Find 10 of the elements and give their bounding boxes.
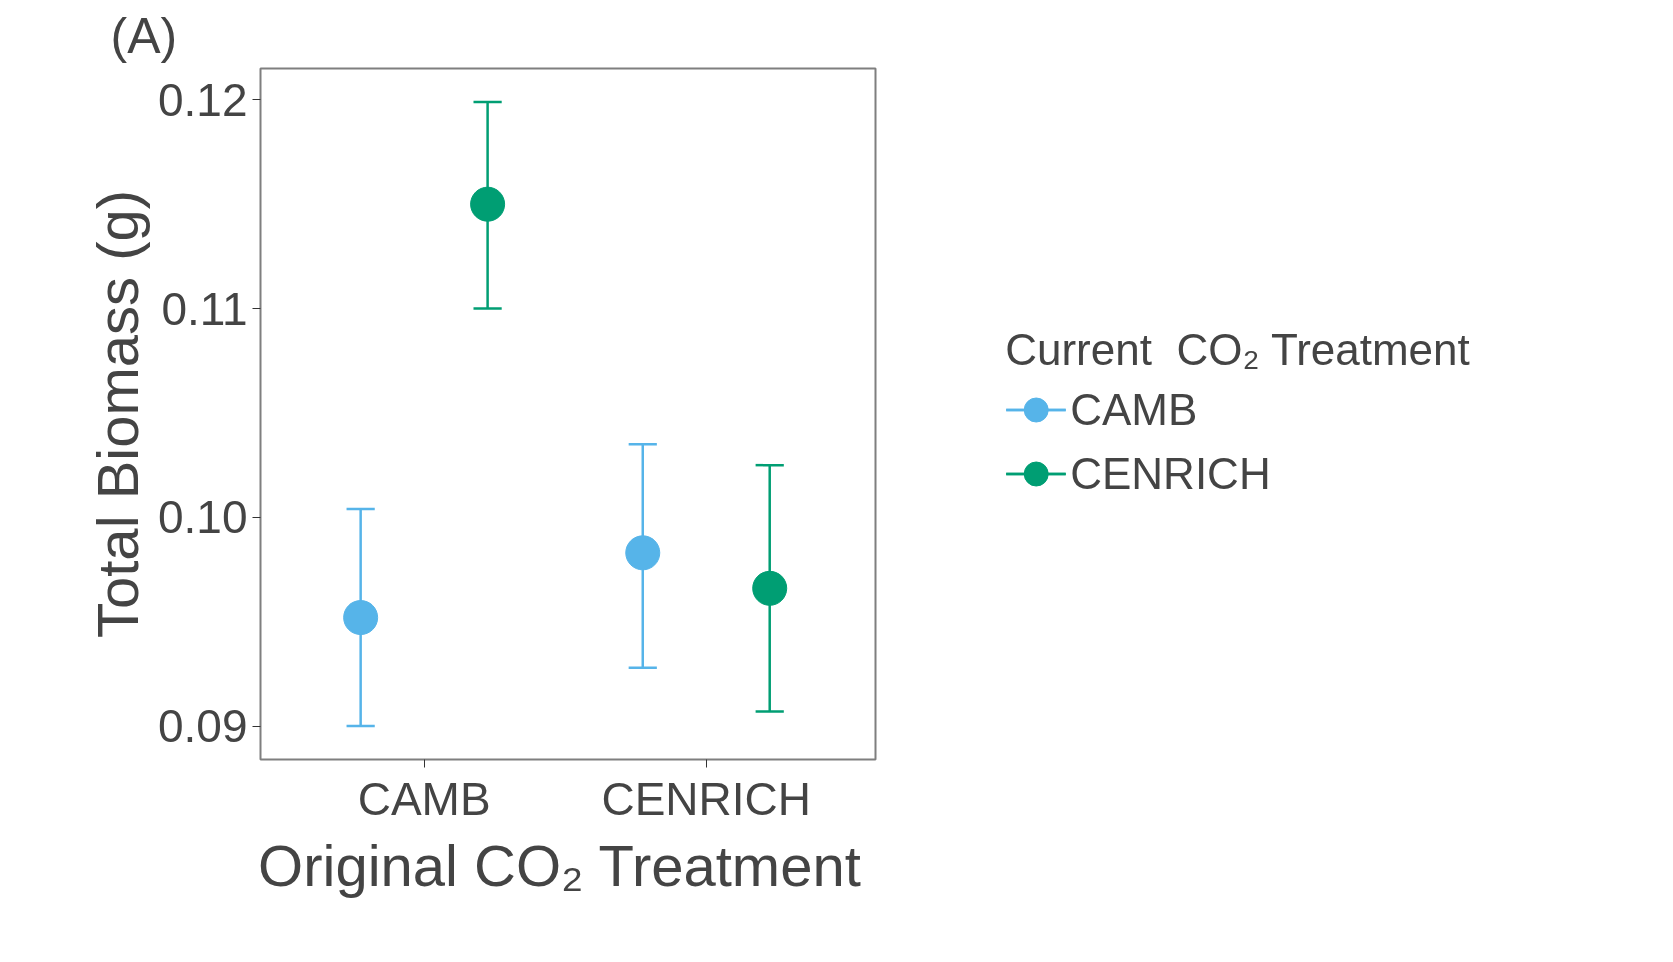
y-axis-title: Total Biomass (g) bbox=[84, 189, 150, 639]
legend-title: Current CO₂ Treatment bbox=[1005, 324, 1470, 374]
y-tick-label: 0.10 bbox=[157, 491, 248, 544]
x-axis-title: Original CO₂ Treatment bbox=[258, 832, 861, 898]
y-tick-label: 0.09 bbox=[157, 700, 248, 753]
legend-label: CAMB bbox=[1070, 383, 1198, 435]
text: (A) bbox=[110, 7, 178, 64]
legend-label: CENRICH bbox=[1070, 447, 1271, 499]
y-tick-label: 0.11 bbox=[161, 282, 248, 335]
y-tick-label: 0.12 bbox=[157, 73, 248, 126]
